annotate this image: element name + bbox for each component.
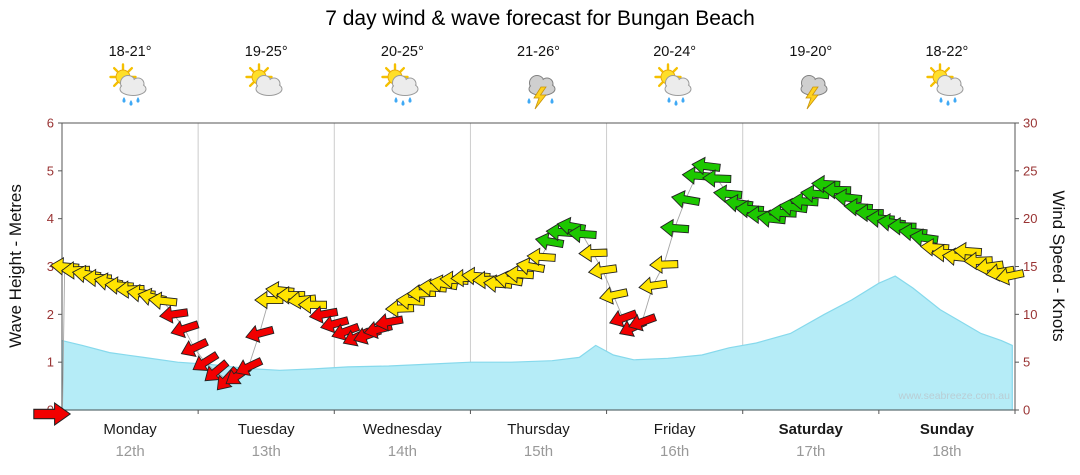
wind-arrow [395, 291, 426, 311]
sun-cloud-rain-icon [648, 62, 702, 112]
now-wind-arrow [33, 401, 72, 427]
wind-arrow [297, 295, 327, 315]
sun-cloud-rain-icon [920, 62, 974, 112]
wind-arrow [587, 261, 618, 280]
day-temperature-range: 20-25° [380, 44, 424, 60]
day-date-label: 15th [523, 443, 554, 460]
wind-arrow [628, 313, 657, 332]
wind-arrow [526, 247, 556, 267]
wind-tick-label: 0 [1023, 403, 1030, 418]
wind-arrow [995, 267, 1025, 286]
wind-arrow [331, 322, 361, 341]
wind-arrow [821, 180, 852, 200]
wind-arrow [170, 320, 200, 339]
day-temperature-range: 20-24° [653, 44, 697, 60]
wind-arrow [320, 315, 350, 334]
wind-arrow [245, 324, 275, 343]
wind-arrow [609, 309, 638, 328]
wind-arrow [148, 291, 178, 311]
wind-tick-label: 5 [1023, 355, 1030, 370]
wind-arrow [649, 255, 679, 275]
wind-tick-label: 15 [1023, 259, 1037, 274]
wind-arrow [180, 338, 209, 357]
wind-arrow [534, 232, 565, 251]
day-name-label: Friday [653, 421, 696, 438]
day-date-label: 13th [251, 443, 281, 460]
wind-arrow [192, 351, 220, 371]
wind-tick-label: 30 [1023, 116, 1037, 131]
wind-arrow [702, 169, 732, 188]
day-temperature-range: 19-25° [244, 44, 288, 60]
day-name-label: Sunday [919, 421, 975, 438]
day-date-label: 17th [796, 443, 826, 460]
wave-tick-label: 3 [47, 259, 54, 274]
sun-cloud-icon [239, 62, 293, 112]
wind-arrow [308, 305, 339, 324]
sun-cloud-rain-icon [375, 62, 429, 112]
wave-tick-label: 2 [47, 307, 54, 322]
wave-tick-label: 4 [47, 211, 54, 226]
day-temperature-range: 21-26° [517, 44, 560, 60]
storm-icon [784, 62, 838, 112]
wind-arrow [691, 156, 721, 176]
wind-tick-label: 10 [1023, 307, 1037, 322]
wind-arrow [515, 257, 546, 276]
wind-arrow [493, 270, 524, 289]
wind-arrow [115, 280, 145, 299]
day-temperature-range: 19-20° [789, 44, 833, 60]
day-date-label: 16th [660, 443, 690, 460]
day-temperature-range: 18-22° [925, 44, 969, 60]
wave-tick-label: 1 [47, 355, 54, 370]
watermark: www.seabreeze.com.au [898, 390, 1010, 402]
wind-arrow [963, 251, 993, 271]
wind-arrow [598, 286, 629, 305]
wind-arrow [789, 191, 819, 211]
wave-tick-label: 6 [47, 116, 54, 131]
wind-arrow [681, 166, 712, 185]
day-date-label: 18th [932, 443, 962, 460]
wind-arrow [374, 313, 404, 332]
day-name-label: Monday [103, 421, 157, 438]
day-name-label: Wednesday [362, 421, 442, 438]
page-title: 7 day wind & wave forecast for Bungan Be… [325, 7, 755, 30]
day-temperature-range: 18-21° [108, 44, 152, 60]
wind-tick-label: 20 [1023, 211, 1037, 226]
wind-arrow [659, 218, 690, 238]
wind-arrow [158, 305, 189, 324]
wind-arrow [504, 264, 535, 284]
day-date-label: 12th [115, 443, 145, 460]
day-name-label: Thursday [507, 421, 570, 438]
wind-arrow [974, 257, 1004, 276]
wind-arrow [275, 285, 306, 305]
wind-arrow [204, 359, 230, 382]
wind-arrow [811, 174, 841, 194]
wind-arrow [638, 276, 668, 296]
storm-rain-icon [512, 62, 566, 112]
day-date-label: 14th [387, 443, 417, 460]
day-name-label: Saturday [778, 421, 843, 438]
wind-tick-label: 25 [1023, 163, 1037, 178]
wind-arrow [578, 243, 608, 263]
wind-arrow [670, 190, 701, 209]
wind-arrow [567, 224, 597, 244]
sun-cloud-rain-icon [103, 62, 157, 112]
wave-tick-label: 5 [47, 163, 54, 178]
wind-arrow [235, 357, 264, 377]
day-name-label: Tuesday [237, 421, 295, 438]
